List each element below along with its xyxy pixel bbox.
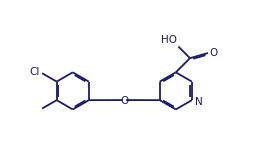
Text: HO: HO xyxy=(161,35,177,45)
Text: O: O xyxy=(210,48,218,58)
Text: O: O xyxy=(120,96,128,106)
Text: Cl: Cl xyxy=(30,67,40,77)
Text: N: N xyxy=(195,97,203,107)
